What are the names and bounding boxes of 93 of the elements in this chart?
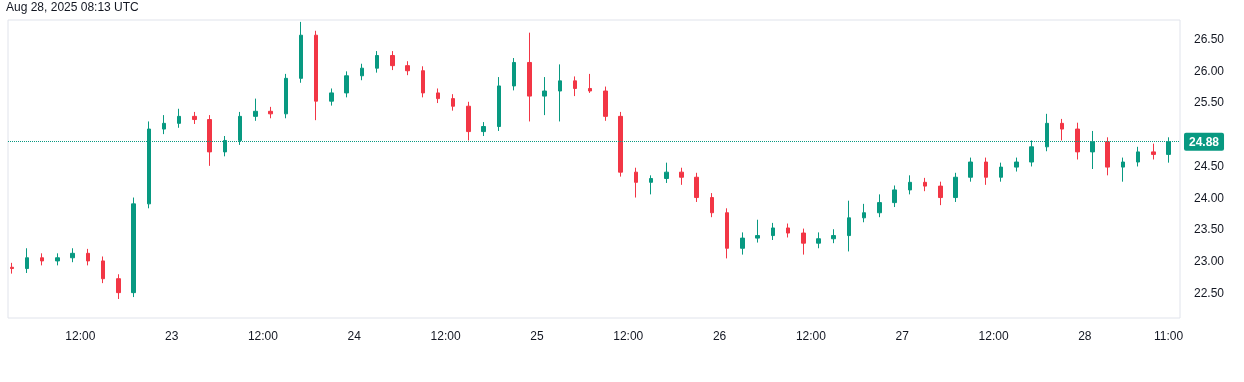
x-tick-label: 23 <box>164 329 179 343</box>
candlestick <box>603 86 608 122</box>
candlestick <box>755 219 760 244</box>
x-tick-label: 12:00 <box>613 329 644 343</box>
candlestick <box>405 60 410 76</box>
candlestick <box>192 111 197 125</box>
candlestick <box>786 223 790 238</box>
candlestick <box>466 101 471 141</box>
candlestick <box>816 231 821 249</box>
candlestick <box>740 231 745 256</box>
candlestick <box>253 98 258 122</box>
x-tick-label: 12:00 <box>430 329 461 343</box>
candlestick <box>1136 146 1140 167</box>
candlestick <box>162 114 166 135</box>
candlestick <box>679 167 684 186</box>
candlestick <box>558 63 562 122</box>
y-tick-label: 24.00 <box>1194 190 1225 205</box>
candlestick <box>101 256 105 284</box>
x-tick-label: 26 <box>712 329 727 343</box>
candlestick <box>1075 122 1080 160</box>
candlestick <box>70 247 75 263</box>
candlestick <box>299 21 303 84</box>
text: Aug 28, 2025 08:13 UTC <box>6 0 139 14</box>
candlestick <box>1151 143 1156 160</box>
x-tick-label: 28 <box>1078 329 1092 343</box>
candlestick <box>710 192 714 218</box>
candlestick <box>131 197 136 298</box>
candlestick <box>694 172 699 203</box>
y-tick-label: 22.50 <box>1194 285 1225 300</box>
candlestick <box>527 32 532 122</box>
candlestick <box>1014 157 1019 173</box>
candlestick <box>512 57 516 91</box>
candlestick <box>831 228 836 244</box>
ref-line-label: 24.88 <box>1189 134 1220 149</box>
candlestick <box>40 252 44 266</box>
candlestick <box>1060 118 1064 141</box>
x-tick-label: 12:00 <box>978 329 1009 343</box>
candlestick <box>923 177 927 192</box>
candlestick <box>953 172 958 203</box>
candlestick <box>116 273 121 300</box>
candlestick <box>984 157 988 186</box>
candlestick <box>573 75 577 97</box>
y-tick-label: 23.50 <box>1194 222 1225 237</box>
candlestick <box>862 203 866 223</box>
candlestick <box>481 121 486 137</box>
x-tick-label: 25 <box>530 329 544 343</box>
candlestick <box>588 73 592 94</box>
candlestick <box>999 162 1003 183</box>
candlestick <box>314 30 318 121</box>
candlestick <box>649 174 653 195</box>
x-tick-label: 12:00 <box>65 329 96 343</box>
y-tick-label: 26.00 <box>1194 63 1225 78</box>
candlestick <box>968 157 973 183</box>
candlestick <box>801 228 806 256</box>
y-tick-label: 24.50 <box>1194 158 1225 173</box>
candlestick <box>634 167 638 199</box>
candlestick <box>390 50 395 71</box>
y-tick-label: 23.00 <box>1194 253 1225 268</box>
candlestick <box>329 87 334 107</box>
x-tick-label: 24 <box>347 329 362 343</box>
candlestick <box>1121 157 1125 183</box>
candlestick <box>268 106 273 119</box>
candlestick <box>908 174 912 195</box>
candlestick <box>725 207 729 259</box>
candlestick <box>1105 136 1110 176</box>
candlestick <box>284 73 288 119</box>
candlestick <box>10 262 14 275</box>
y-tick-label: 25.50 <box>1194 95 1225 110</box>
candlestick <box>618 111 623 178</box>
candlestick <box>771 222 775 241</box>
candlestick <box>177 108 181 129</box>
candlestick <box>25 247 29 274</box>
candlestick <box>938 181 943 206</box>
x-tick-label: 12:00 <box>247 329 279 343</box>
x-tick-label: 27 <box>895 329 910 343</box>
candlestick <box>375 50 379 74</box>
candlestick <box>892 184 897 208</box>
candlestick <box>451 93 455 112</box>
candlestick <box>877 193 882 218</box>
candlestick <box>360 63 364 81</box>
candlestick <box>436 87 440 104</box>
x-tick-label: 11:00 <box>1154 329 1184 343</box>
candlestick <box>421 65 425 98</box>
candlestick <box>497 76 501 132</box>
candlestick <box>344 70 349 98</box>
candlestick <box>542 76 547 116</box>
candlestick <box>55 252 60 266</box>
candlestick <box>664 162 669 184</box>
candlestick <box>847 200 851 252</box>
candlestick <box>207 114 212 167</box>
y-tick-label: 26.50 <box>1194 32 1225 47</box>
candlestick <box>86 248 90 266</box>
x-tick-label: 12:00 <box>795 329 827 343</box>
